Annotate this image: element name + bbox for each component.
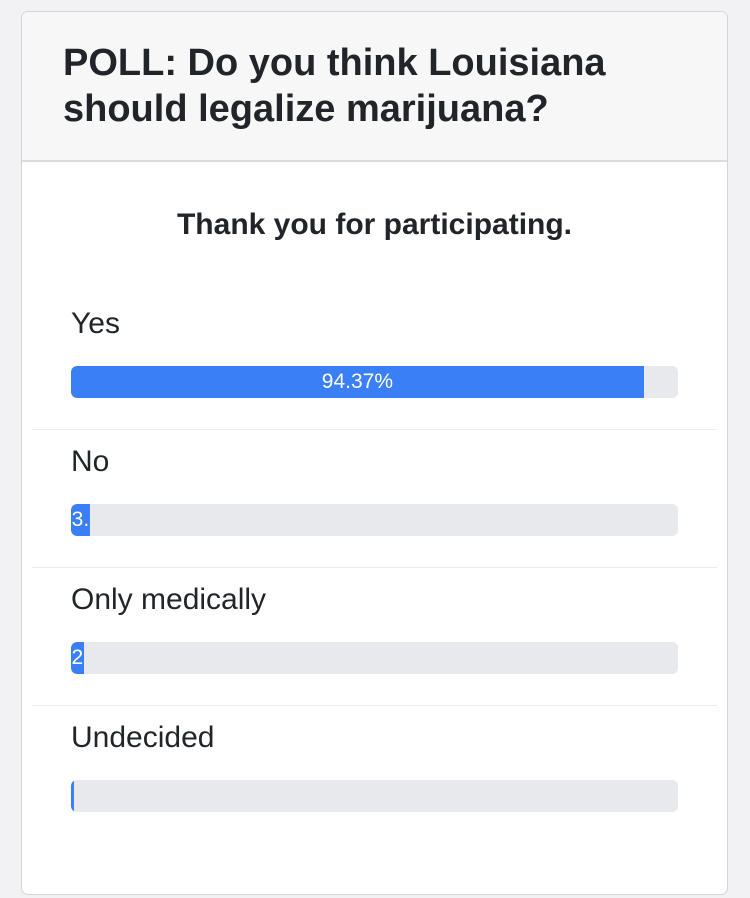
option-label: No	[71, 445, 110, 478]
poll-option-no: No 3.	[32, 430, 717, 568]
poll-option-yes: Yes 94.37%	[32, 292, 717, 430]
result-bar-fill: 94.37%	[71, 366, 644, 398]
result-bar: 94.37%	[71, 366, 678, 398]
result-bar	[71, 780, 678, 812]
poll-option-only-medically: Only medically 2	[32, 568, 717, 706]
result-bar-fill: 3.	[71, 504, 90, 536]
poll-options: Yes 94.37% No 3. Only medically 2 Undeci…	[32, 292, 717, 844]
option-label: Only medically	[71, 583, 267, 616]
poll-header: POLL: Do you think Louisiana should lega…	[22, 12, 727, 162]
poll-option-undecided: Undecided	[32, 706, 717, 844]
poll-title: POLL: Do you think Louisiana should lega…	[63, 42, 606, 130]
option-label: Yes	[71, 307, 120, 340]
thanks-message: Thank you for participating.	[176, 208, 573, 241]
option-label: Undecided	[71, 721, 215, 754]
poll-card: POLL: Do you think Louisiana should lega…	[21, 11, 728, 895]
result-bar-fill: 2	[71, 642, 84, 674]
result-bar: 2	[71, 642, 678, 674]
result-bar: 3.	[71, 504, 678, 536]
result-bar-fill	[71, 780, 74, 812]
